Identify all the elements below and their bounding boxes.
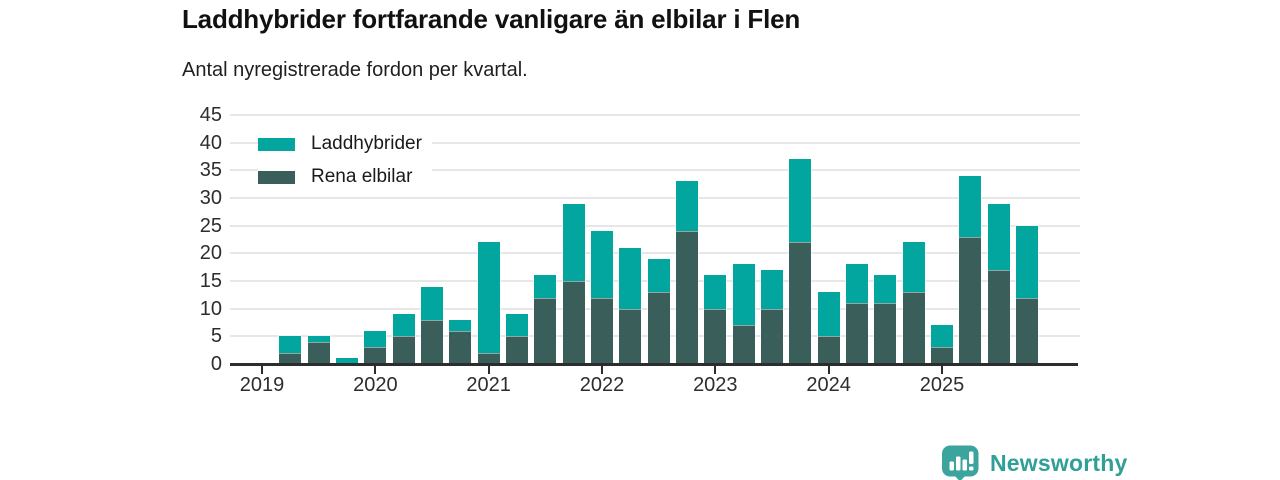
x-tick-label-2020: 2020	[353, 374, 398, 396]
x-tick-2023	[714, 366, 717, 374]
bar-2024Q3-laddhybrider	[874, 275, 897, 304]
bar-2025Q2-laddhybrider	[959, 175, 982, 237]
y-tick-label: 35	[199, 159, 222, 182]
y-axis-labels: 0 5 10 15 20 25 30 35 40 45	[140, 104, 222, 375]
x-tick-label-2025: 2025	[919, 374, 965, 396]
legend-swatch	[258, 170, 295, 184]
bar-2025Q1-rena-elbilar	[930, 347, 953, 364]
plot-area	[230, 114, 1080, 364]
bar-2022Q1-laddhybrider	[590, 231, 613, 298]
x-tick-2022	[600, 366, 603, 374]
x-tick-2021	[487, 366, 490, 374]
bar-2023Q2-laddhybrider	[732, 264, 755, 326]
bar-2021Q3-rena-elbilar	[534, 297, 557, 364]
bar-2023Q2-rena-elbilar	[732, 325, 755, 364]
gridline-y30	[230, 197, 1080, 199]
gridline-y20	[230, 252, 1080, 255]
bar-2019Q3-rena-elbilar	[307, 341, 330, 364]
x-axis-line	[230, 363, 1078, 366]
bar-2024Q2-laddhybrider	[845, 264, 868, 304]
x-tick-label-2023: 2023	[693, 374, 738, 396]
x-tick-2024	[827, 366, 830, 374]
bar-2020Q1-laddhybrider	[364, 330, 387, 348]
bar-2021Q4-rena-elbilar	[562, 281, 585, 364]
newsworthy-logo-icon	[942, 445, 979, 480]
bar-2023Q1-rena-elbilar	[704, 308, 727, 364]
gridline-y25	[230, 224, 1080, 227]
bar-2024Q4-laddhybrider	[902, 242, 925, 293]
bar-2020Q4-laddhybrider	[449, 319, 472, 331]
bar-2020Q1-rena-elbilar	[364, 347, 387, 364]
gridline-y35	[230, 169, 1080, 172]
bar-2023Q4-rena-elbilar	[789, 242, 812, 364]
bar-2021Q1-rena-elbilar	[477, 352, 500, 364]
bar-2023Q3-rena-elbilar	[760, 308, 783, 364]
bar-2020Q3-rena-elbilar	[420, 319, 443, 364]
y-tick-label: 5	[210, 325, 222, 348]
x-tick-2020	[374, 366, 377, 374]
bar-2023Q3-laddhybrider	[760, 269, 783, 309]
bar-2021Q4-laddhybrider	[562, 203, 585, 281]
y-tick-label: 30	[199, 187, 222, 209]
x-tick-2025	[940, 366, 943, 374]
bar-2025Q1-laddhybrider	[930, 325, 953, 348]
bar-2019Q3-laddhybrider	[307, 336, 330, 342]
y-tick-label: 15	[199, 270, 222, 292]
bar-2020Q3-laddhybrider	[420, 286, 443, 320]
bar-2022Q3-laddhybrider	[647, 258, 670, 293]
bar-2019Q2-laddhybrider	[279, 336, 302, 353]
bar-2021Q2-rena-elbilar	[505, 336, 528, 364]
bar-2025Q2-rena-elbilar	[959, 236, 982, 364]
legend-item-laddhybrider: Laddhybrider	[258, 131, 432, 157]
bar-2021Q2-laddhybrider	[505, 314, 528, 337]
bar-2024Q3-rena-elbilar	[874, 303, 897, 364]
bar-2022Q1-rena-elbilar	[590, 297, 613, 364]
bar-2022Q2-rena-elbilar	[619, 308, 642, 364]
chart-subtitle: Antal nyregistrerade fordon per kvartal.	[182, 59, 528, 81]
y-tick-label: 0	[210, 353, 222, 375]
newsworthy-logo: Newsworthy	[941, 445, 1127, 480]
newsworthy-logo-text: Newsworthy	[990, 450, 1128, 476]
bar-2019Q4-laddhybrider	[335, 358, 358, 364]
bar-2024Q2-rena-elbilar	[845, 303, 868, 364]
legend-swatch	[258, 137, 295, 151]
bar-2022Q4-rena-elbilar	[675, 231, 698, 364]
bar-2021Q3-laddhybrider	[534, 275, 557, 298]
gridline-y40	[230, 141, 1080, 144]
y-tick-label: 10	[199, 297, 222, 320]
bar-2021Q1-laddhybrider	[477, 242, 500, 353]
legend-label: Laddhybrider	[311, 133, 422, 154]
x-tick-label-2019: 2019	[239, 374, 285, 396]
x-tick-label-2022: 2022	[579, 374, 625, 396]
bar-2023Q4-laddhybrider	[789, 159, 812, 243]
bar-2020Q2-laddhybrider	[392, 314, 415, 337]
bar-2022Q3-rena-elbilar	[647, 292, 670, 364]
y-tick-label: 20	[199, 242, 222, 265]
y-tick-label: 45	[199, 104, 222, 126]
legend: Laddhybrider Rena elbilar	[258, 131, 432, 197]
x-tick-label-2024: 2024	[806, 374, 851, 396]
gridline-y45	[230, 114, 1080, 116]
bar-2020Q2-rena-elbilar	[392, 336, 415, 364]
chart-title: Laddhybrider fortfarande vanligare än el…	[182, 4, 801, 34]
bar-2022Q2-laddhybrider	[619, 247, 642, 309]
bar-2025Q4-rena-elbilar	[1015, 297, 1038, 364]
bar-2023Q1-laddhybrider	[704, 275, 727, 309]
bar-2025Q3-laddhybrider	[987, 203, 1010, 270]
bar-2024Q1-laddhybrider	[817, 292, 840, 337]
y-tick-label: 40	[199, 131, 222, 154]
legend-label: Rena elbilar	[311, 166, 413, 187]
bar-2019Q2-rena-elbilar	[279, 352, 302, 364]
x-tick-2019	[261, 366, 263, 374]
bar-2022Q4-laddhybrider	[675, 181, 698, 232]
y-tick-label: 25	[199, 214, 222, 237]
bar-2024Q4-rena-elbilar	[902, 292, 925, 364]
x-tick-label-2021: 2021	[466, 374, 511, 396]
bar-2025Q3-rena-elbilar	[987, 269, 1010, 364]
legend-item-rena-elbilar: Rena elbilar	[258, 164, 432, 190]
bar-2020Q4-rena-elbilar	[449, 330, 472, 364]
bar-2025Q4-laddhybrider	[1015, 225, 1038, 298]
bar-2024Q1-rena-elbilar	[817, 336, 840, 364]
